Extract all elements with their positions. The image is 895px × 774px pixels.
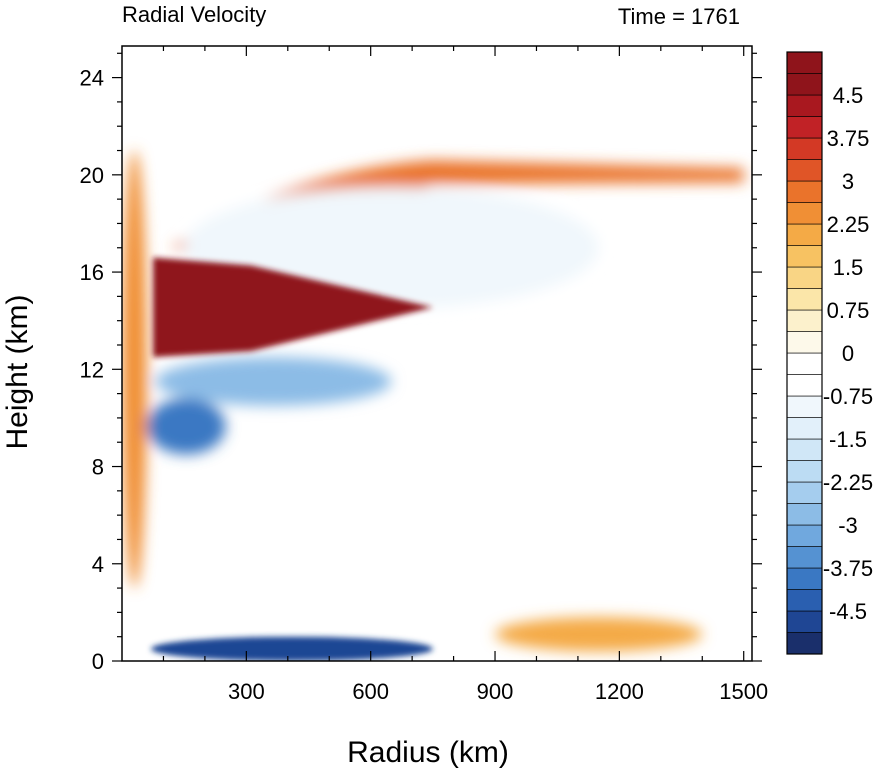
colorbar-swatch [786, 159, 823, 182]
colorbar-label: -3 [838, 513, 858, 538]
y-tick-label: 8 [92, 455, 104, 480]
field-feature [495, 617, 703, 652]
heatmap-field [122, 46, 752, 661]
colorbar-label: -1.5 [829, 427, 867, 452]
x-tick-label: 900 [477, 679, 514, 704]
colorbar-swatch [786, 546, 823, 569]
y-tick-label: 16 [80, 260, 104, 285]
colorbar-label: 3 [842, 169, 854, 194]
colorbar-swatch [786, 417, 823, 440]
colorbar-swatch [786, 137, 823, 160]
plot-frame [121, 45, 753, 662]
colorbar: 4.5 3.75 3 2.25 1.5 0.75 0 -0.75 -1.5 -2.25 -3 -3.7… [786, 51, 873, 655]
colorbar-swatch [786, 524, 823, 547]
x-axis-label: Radius (km) [347, 736, 509, 769]
chart-title: Radial Velocity [122, 2, 266, 27]
x-axis: 300 600 900 1200 1500 [162, 46, 768, 704]
x-tick-label: 300 [228, 679, 265, 704]
chart-subtitle: Time = 1761 [618, 4, 740, 29]
y-axis: 0 4 8 12 16 20 24 [80, 52, 762, 674]
x-tick-label: 1200 [595, 679, 644, 704]
colorbar-label: 2.25 [827, 212, 870, 237]
colorbar-label: 0 [842, 341, 854, 366]
y-tick-label: 0 [92, 649, 104, 674]
y-tick-label: 20 [80, 163, 104, 188]
colorbar-swatch [786, 567, 823, 590]
colorbar-swatch [786, 223, 823, 246]
colorbar-label: -0.75 [823, 384, 873, 409]
colorbar-swatch [786, 266, 823, 289]
colorbar-swatch [786, 352, 823, 375]
colorbar-swatch [786, 374, 823, 397]
colorbar-swatch [786, 94, 823, 117]
y-tick-label: 24 [80, 66, 104, 91]
colorbar-swatch [786, 51, 823, 74]
colorbar-swatch [786, 395, 823, 418]
colorbar-swatch [786, 73, 823, 96]
colorbar-swatch [786, 481, 823, 504]
colorbar-swatch [786, 632, 823, 655]
colorbar-swatch [786, 288, 823, 311]
y-axis-label: Height (km) [1, 294, 34, 449]
colorbar-label: 0.75 [827, 298, 870, 323]
colorbar-swatch [786, 116, 823, 139]
y-tick-label: 4 [92, 552, 104, 577]
colorbar-swatch [786, 503, 823, 526]
colorbar-swatch [786, 610, 823, 633]
field-feature [122, 150, 147, 589]
colorbar-swatch [786, 309, 823, 332]
x-tick-label: 1500 [719, 679, 768, 704]
colorbar-label: -4.5 [829, 599, 867, 624]
colorbar-swatch [786, 589, 823, 612]
colorbar-swatch [786, 331, 823, 354]
colorbar-label: -2.25 [823, 470, 873, 495]
colorbar-label: 3.75 [827, 126, 870, 151]
y-tick-label: 12 [80, 357, 104, 382]
colorbar-swatch [786, 180, 823, 203]
field-feature [146, 398, 226, 455]
colorbar-label: 1.5 [833, 255, 864, 280]
colorbar-swatch [786, 438, 823, 461]
field-feature [171, 160, 744, 252]
x-tick-label: 600 [352, 679, 389, 704]
field-feature [151, 636, 433, 661]
colorbar-frame [786, 51, 823, 655]
colorbar-swatch [786, 202, 823, 225]
colorbar-label: -3.75 [823, 556, 873, 581]
colorbar-label: 4.5 [833, 83, 864, 108]
field-feature [155, 357, 392, 406]
field-feature [153, 257, 433, 358]
colorbar-swatch [786, 460, 823, 483]
colorbar-swatch [786, 245, 823, 268]
